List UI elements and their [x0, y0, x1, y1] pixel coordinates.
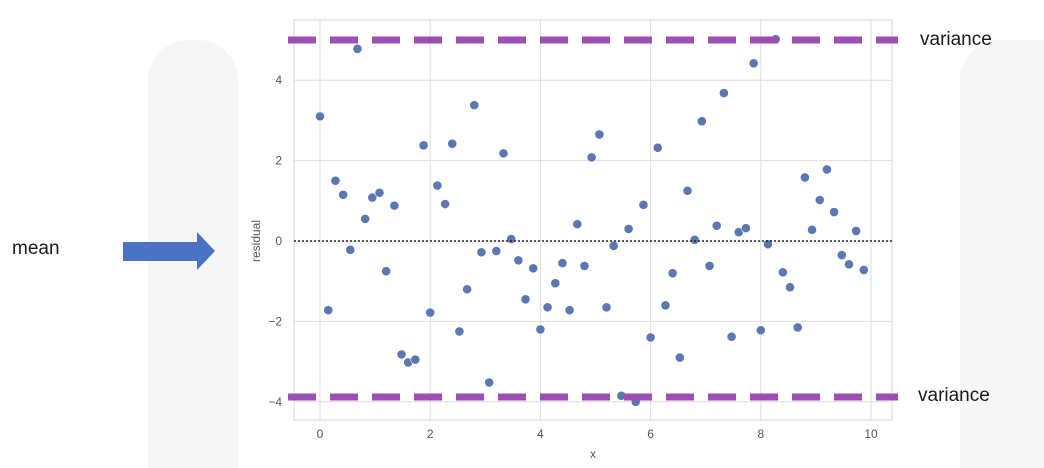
data-point [315, 111, 325, 122]
data-point [564, 305, 575, 316]
data-point [645, 332, 656, 343]
data-point [396, 349, 407, 360]
data-point [807, 224, 817, 235]
data-point [711, 220, 722, 231]
data-point [410, 354, 421, 365]
data-point [792, 322, 803, 333]
data-point [425, 307, 436, 318]
data-point [799, 172, 810, 183]
y-tick-label: −2 [268, 314, 282, 328]
background-panel-right [960, 40, 1044, 468]
data-point [814, 195, 825, 205]
data-point [469, 100, 480, 111]
data-point [785, 282, 795, 293]
y-tick-label: 4 [275, 73, 282, 87]
data-point [660, 300, 671, 311]
data-point [535, 324, 546, 335]
data-point [601, 302, 612, 313]
data-point [462, 284, 473, 295]
y-tick-label: 2 [275, 154, 282, 168]
data-point [476, 247, 487, 258]
x-tick-label: 10 [864, 427, 878, 441]
data-point [440, 199, 450, 209]
data-point [550, 278, 561, 289]
x-tick-label: 0 [317, 427, 324, 441]
data-point [330, 175, 341, 186]
mean-label: mean [12, 238, 60, 259]
data-point [829, 207, 839, 217]
data-point [674, 352, 685, 363]
data-point [484, 377, 495, 388]
data-point [374, 187, 385, 198]
mean-arrow-icon [123, 232, 215, 270]
data-point [345, 244, 356, 255]
data-point [579, 261, 590, 271]
data-point [418, 140, 429, 151]
data-point [454, 326, 465, 337]
data-point [323, 305, 334, 316]
data-point [755, 325, 766, 336]
gridlines [294, 20, 892, 420]
data-point [851, 226, 862, 236]
data-point [858, 265, 869, 275]
data-point [367, 192, 378, 203]
y-tick-label: 0 [275, 234, 282, 248]
data-point [696, 116, 707, 127]
data-point [381, 266, 392, 277]
data-point [741, 223, 751, 234]
x-tick-label: 4 [537, 427, 544, 441]
data-point [498, 148, 509, 159]
x-tick-label: 2 [427, 427, 434, 441]
data-points [315, 34, 869, 407]
data-point [689, 234, 700, 245]
plot-area [293, 19, 893, 421]
data-point [542, 302, 553, 313]
data-point [623, 224, 634, 234]
x-tick-label: 8 [757, 427, 764, 441]
data-point [822, 164, 832, 175]
y-tick-label: −4 [268, 395, 282, 409]
data-point [777, 267, 788, 278]
data-point [520, 294, 531, 305]
variance-label-bottom: variance [918, 385, 990, 406]
data-point [447, 138, 458, 149]
data-point [557, 258, 568, 269]
data-point [506, 234, 517, 244]
data-point [528, 263, 539, 274]
data-point [718, 88, 729, 98]
tick-labels: 0 2 4 6 8 10 −4 −2 0 2 4 [268, 73, 878, 441]
data-point [491, 246, 502, 256]
data-point [432, 180, 443, 191]
data-point [726, 331, 737, 342]
data-point [638, 199, 649, 210]
data-point [682, 185, 693, 196]
x-tick-label: 6 [647, 427, 654, 441]
y-axis-label: residual [249, 220, 263, 262]
data-point [338, 189, 349, 200]
data-point [704, 261, 715, 271]
data-point [748, 58, 759, 69]
data-point [360, 213, 371, 224]
data-point [836, 250, 847, 260]
data-point [608, 240, 619, 251]
data-point [844, 259, 854, 270]
data-point [572, 219, 583, 230]
data-point [763, 239, 773, 250]
data-point [389, 200, 400, 211]
variance-label-top: variance [920, 29, 992, 50]
data-point [513, 255, 524, 266]
data-point [667, 268, 678, 279]
data-point [652, 142, 663, 153]
x-axis-label: x [590, 447, 596, 461]
data-point [352, 43, 363, 54]
data-point [586, 152, 597, 163]
data-point [594, 129, 605, 140]
